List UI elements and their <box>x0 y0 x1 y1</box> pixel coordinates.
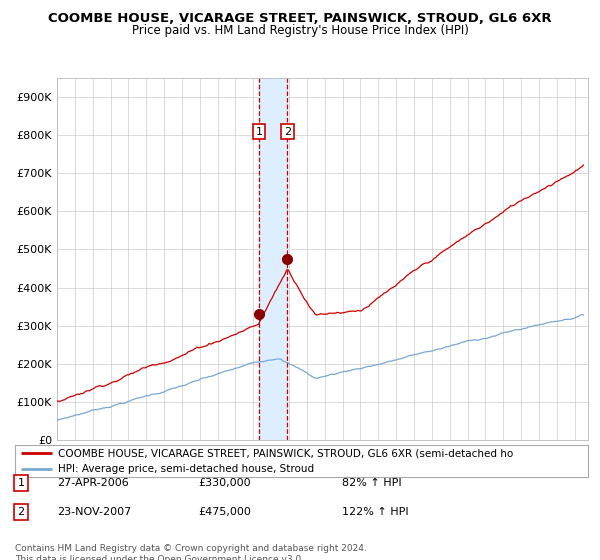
Text: 1: 1 <box>17 478 25 488</box>
Text: 82% ↑ HPI: 82% ↑ HPI <box>342 478 401 488</box>
Text: 122% ↑ HPI: 122% ↑ HPI <box>342 507 409 517</box>
Text: £330,000: £330,000 <box>198 478 251 488</box>
Text: 2: 2 <box>17 507 25 517</box>
Text: HPI: Average price, semi-detached house, Stroud: HPI: Average price, semi-detached house,… <box>58 464 314 474</box>
Text: 2: 2 <box>284 127 291 137</box>
Bar <box>259 78 287 440</box>
Text: 23-NOV-2007: 23-NOV-2007 <box>57 507 131 517</box>
Text: 1: 1 <box>256 127 263 137</box>
Text: Price paid vs. HM Land Registry's House Price Index (HPI): Price paid vs. HM Land Registry's House … <box>131 24 469 36</box>
Text: Contains HM Land Registry data © Crown copyright and database right 2024.
This d: Contains HM Land Registry data © Crown c… <box>15 544 367 560</box>
Text: COOMBE HOUSE, VICARAGE STREET, PAINSWICK, STROUD, GL6 6XR: COOMBE HOUSE, VICARAGE STREET, PAINSWICK… <box>48 12 552 25</box>
Text: £475,000: £475,000 <box>198 507 251 517</box>
Text: COOMBE HOUSE, VICARAGE STREET, PAINSWICK, STROUD, GL6 6XR (semi-detached ho: COOMBE HOUSE, VICARAGE STREET, PAINSWICK… <box>58 449 513 459</box>
Text: 27-APR-2006: 27-APR-2006 <box>57 478 129 488</box>
